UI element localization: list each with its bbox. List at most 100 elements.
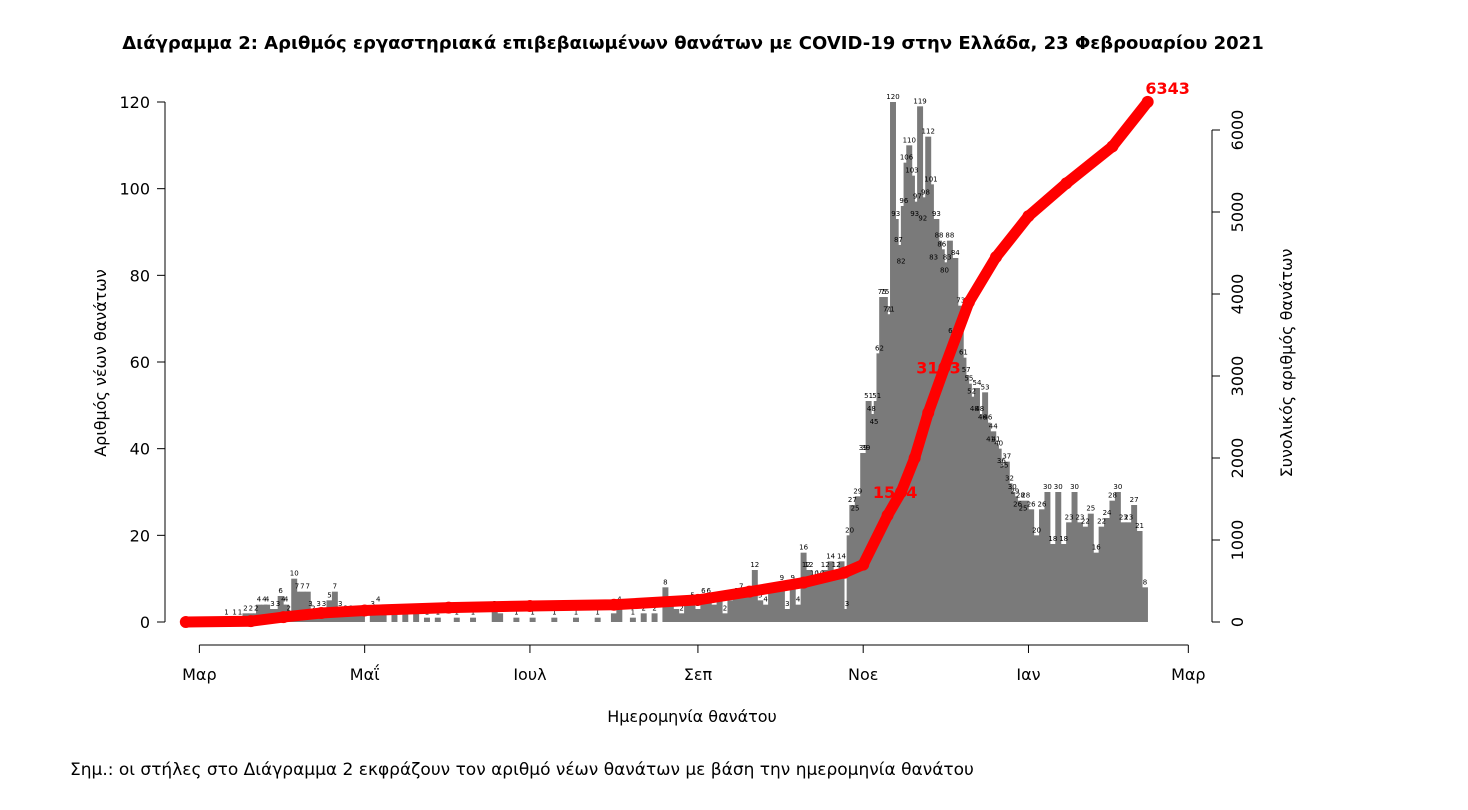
bar	[1049, 544, 1056, 622]
bar-value-label: 4	[257, 596, 262, 604]
bar	[470, 617, 477, 622]
bar	[513, 617, 520, 622]
bar-value-label: 30	[1070, 483, 1079, 491]
bar-value-label: 8	[663, 578, 667, 586]
bar-value-label: 4	[265, 596, 270, 604]
cumulative-point	[908, 452, 921, 464]
bar-value-label: 39	[861, 444, 870, 452]
cumulative-point	[938, 361, 951, 374]
cumulative-point	[523, 600, 536, 613]
bar-value-label: 98	[921, 188, 930, 196]
bar-value-label: 12	[821, 561, 830, 569]
bar-value-label: 7	[306, 583, 310, 591]
bar-value-label: 53	[981, 383, 990, 391]
bar	[746, 596, 753, 622]
bar	[1066, 522, 1073, 622]
cumulative-annotation: 3103	[916, 359, 961, 378]
y-tick-label: 20	[130, 526, 150, 545]
cumulative-point	[358, 604, 371, 617]
bar-value-label: 96	[899, 197, 908, 205]
bar-value-label: 37	[1002, 453, 1011, 461]
bar-value-label: 7	[333, 583, 337, 591]
bar-value-label: 62	[875, 344, 884, 352]
bar-value-label: 10	[810, 570, 819, 578]
bar	[1131, 505, 1138, 622]
bar-value-label: 7	[300, 583, 304, 591]
bar-value-label: 14	[837, 552, 846, 560]
bar	[264, 604, 271, 622]
bar	[684, 604, 691, 622]
bar	[833, 570, 840, 622]
bar-value-label: 1	[595, 609, 599, 617]
bar-value-label: 80	[940, 266, 949, 274]
bar	[1093, 552, 1100, 622]
bar	[348, 613, 355, 622]
bar-value-label: 1	[530, 609, 534, 617]
cumulative-point	[1106, 140, 1119, 153]
cumulative-point	[922, 406, 935, 419]
bar	[551, 617, 558, 622]
cumulative-point	[1141, 95, 1154, 108]
bar-value-label: 1	[514, 609, 518, 617]
cumulative-line-layer	[179, 95, 1154, 628]
bar	[1060, 544, 1067, 622]
bar-value-label: 36	[997, 457, 1006, 465]
bar-value-label: 83	[943, 253, 952, 261]
bar-value-label: 2	[652, 604, 656, 612]
bar-value-label: 3	[322, 600, 326, 608]
bar	[573, 617, 579, 622]
bar	[768, 591, 775, 622]
y-tick-label: 0	[140, 613, 150, 632]
bar-value-label: 2	[679, 604, 683, 612]
bar	[299, 591, 306, 622]
bar-value-label: 39	[859, 444, 868, 452]
bar-value-label: 1	[232, 609, 236, 617]
bar-value-label: 28	[1016, 492, 1025, 500]
bar	[816, 578, 823, 622]
bar	[784, 609, 791, 622]
bar	[1098, 526, 1105, 622]
bar	[722, 613, 728, 622]
bar	[727, 600, 734, 622]
bar	[1039, 509, 1045, 622]
bar-value-label: 103	[905, 167, 918, 175]
bar	[700, 596, 707, 622]
bar-value-label: 6	[707, 587, 712, 595]
cumulative-point	[743, 585, 756, 598]
bar-value-label: 8	[1143, 578, 1147, 586]
bar-value-label: 87	[894, 236, 903, 244]
bar-value-label: 88	[935, 232, 944, 240]
bar	[1033, 535, 1040, 622]
bar-value-label: 23	[1075, 513, 1084, 521]
cumulative-annotation: 1584	[873, 483, 918, 502]
bar	[497, 613, 504, 622]
bar-value-label: 40	[994, 440, 1003, 448]
y2-tick-label: 4000	[1228, 274, 1247, 315]
cumulative-point	[989, 251, 1002, 264]
bar-value-label: 26	[1038, 500, 1047, 508]
y-tick-label: 100	[119, 180, 150, 199]
bar-value-label: 12	[832, 561, 841, 569]
bar	[594, 617, 601, 622]
bar-value-label: 3	[371, 600, 375, 608]
bar	[640, 613, 647, 622]
bar	[293, 591, 300, 622]
bar-value-label: 4	[376, 596, 381, 604]
bar-value-label: 16	[1092, 544, 1101, 552]
bar	[811, 578, 818, 622]
bar-value-label: 73	[956, 297, 965, 305]
bar-value-label: 1	[552, 609, 556, 617]
y2-axis-title: Συνολικός αριθμός θανάτων	[1277, 249, 1296, 478]
bar-value-label: 26	[1027, 500, 1036, 508]
cumulative-point	[277, 611, 290, 624]
x-tick-label: Σεπ	[684, 665, 713, 684]
bar-value-label: 48	[867, 405, 876, 413]
bar-value-label: 52	[967, 388, 976, 396]
cumulative-point	[797, 576, 810, 589]
bar-value-label: 92	[918, 214, 927, 222]
bar-value-label: 12	[750, 561, 759, 569]
bar-value-label: 4	[796, 596, 801, 604]
y2-tick-label: 6000	[1228, 110, 1247, 151]
bar-value-label: 75	[878, 288, 887, 296]
